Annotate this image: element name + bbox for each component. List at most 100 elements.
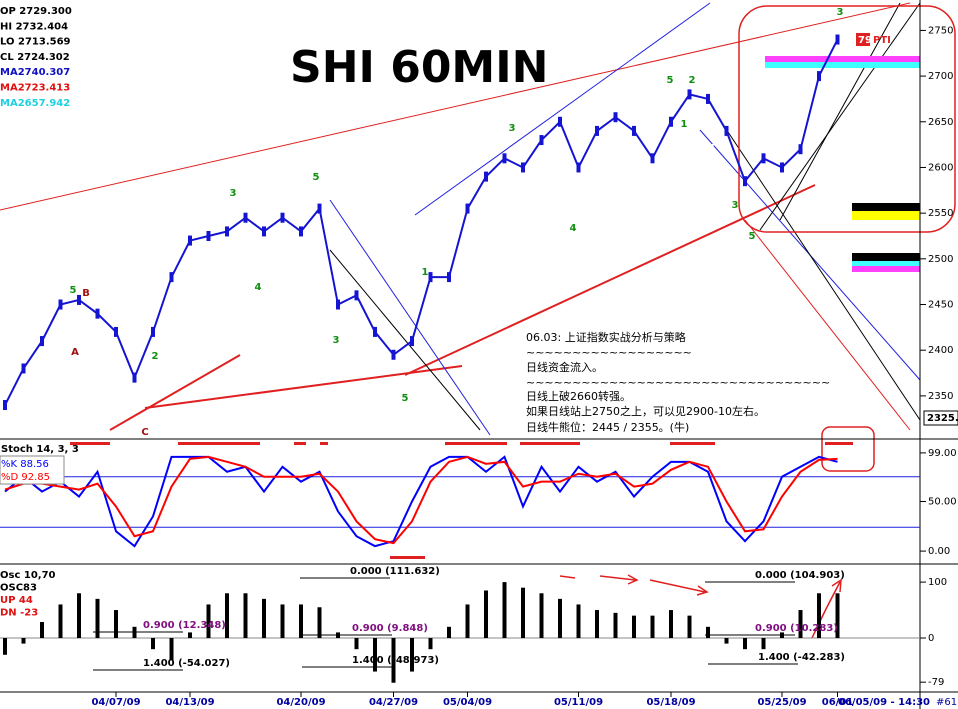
wave-label: 5: [749, 231, 756, 242]
price-point: [21, 363, 26, 374]
osc-bar: [761, 638, 766, 650]
price-point: [373, 326, 377, 337]
osc-bar: [188, 632, 192, 639]
y-tick-label: 2400: [928, 345, 953, 356]
price-point: [521, 162, 525, 173]
osc-bar: [669, 610, 673, 639]
price-point: [225, 226, 229, 237]
osc-bar: [724, 638, 729, 644]
y-tick-label: 2750: [928, 25, 953, 36]
signal-bar: [825, 442, 853, 445]
price-point: [317, 203, 322, 214]
x-tick-label: 05/25/09: [757, 697, 806, 708]
signal-bar: [178, 442, 260, 445]
x-tick-label: 04/20/09: [276, 697, 325, 708]
price-point: [3, 400, 7, 411]
price-point: [558, 116, 562, 127]
osc-bar: [484, 590, 488, 639]
tag-text: PTI: [873, 35, 891, 46]
note-line: 日线牛熊位：2445 / 2355。(牛): [526, 420, 689, 434]
osc-bar: [280, 604, 285, 639]
wave-label: 1: [422, 267, 429, 278]
price-point: [576, 162, 581, 173]
price-point: [95, 308, 100, 319]
x-tick-label: 04/27/09: [369, 697, 418, 708]
price-point: [650, 153, 655, 164]
footer-id: #61: [936, 697, 957, 708]
y-tick-label: 0: [928, 633, 934, 644]
trendline: [744, 219, 911, 431]
wave-label: 3: [230, 188, 237, 199]
x-tick-label: 05/04/09: [443, 697, 492, 708]
osc-bar: [262, 598, 266, 639]
zone-bar: [852, 253, 920, 261]
osc-bar: [317, 607, 322, 639]
price-point: [77, 294, 81, 305]
x-tick-label: 05/18/09: [646, 697, 695, 708]
price-line: [4, 39, 839, 406]
tag: 79: [858, 35, 872, 46]
zone-bar: [852, 211, 920, 220]
fib-label: 1.400 (-48.973): [352, 655, 439, 666]
price-point: [299, 226, 303, 237]
y-tick-label: 2500: [928, 254, 953, 265]
osc-bar: [114, 610, 118, 639]
trendline: [109, 354, 241, 431]
signal-bars: [70, 442, 853, 559]
chart-title: SHI 60MIN: [290, 42, 548, 93]
osc-bar: [539, 593, 544, 639]
osc-bar: [521, 587, 525, 639]
wave-label: 1: [681, 119, 688, 130]
price-point: [243, 212, 248, 223]
fib-label: 0.900 (9.848): [352, 623, 428, 634]
price-point: [780, 162, 784, 173]
osc-bar: [743, 638, 747, 650]
price-point: [613, 112, 618, 123]
price-point: [336, 299, 340, 310]
legend-box: [0, 568, 46, 622]
price-point: [539, 135, 544, 146]
osc-bar: [169, 638, 174, 661]
price-point: [40, 336, 44, 347]
osc-bar: [798, 610, 803, 639]
price-point: [391, 349, 396, 360]
price-point: [188, 235, 192, 246]
trendline: [759, 2, 921, 231]
osc-bar: [632, 615, 636, 639]
legend-entry: DN -23: [0, 608, 38, 619]
price-point: [687, 89, 692, 100]
y-tick-label: 2650: [928, 117, 953, 128]
price-point: [502, 153, 507, 164]
osc-bar: [58, 604, 63, 639]
trendline: [329, 199, 491, 436]
panel-title: Stoch 14, 3, 3: [1, 444, 79, 455]
trendline: [329, 249, 481, 431]
y-tick-label: 2350: [928, 391, 953, 402]
x-tick-label: 04/07/09: [91, 697, 140, 708]
osc-bar: [576, 604, 581, 639]
osc-bar: [595, 610, 599, 639]
note-line: ~~~~~~~~~~~~~~~~~~: [526, 346, 692, 359]
wave-label: B: [82, 288, 90, 299]
zone-bar: [852, 203, 920, 211]
y-tick-label: -79: [928, 677, 944, 688]
price-point: [595, 125, 599, 136]
price-point: [410, 336, 414, 347]
tag-box: [856, 33, 870, 46]
wave-label: 5: [402, 393, 409, 404]
osc-bar: [687, 615, 692, 639]
price-point: [206, 230, 211, 241]
price-point: [151, 326, 155, 337]
osc-bar: [77, 593, 81, 639]
highlight-box: [821, 426, 875, 472]
note-line: ~~~~~~~~~~~~~~~~~~~~~~~~~~~~~~~~~: [526, 376, 830, 389]
price-point: [132, 372, 137, 383]
price-point: [114, 326, 118, 337]
arrow: [559, 574, 709, 596]
wave-label: C: [141, 427, 148, 438]
osc-bar: [613, 612, 618, 639]
note-line: 06.03: 上证指数实战分析与策略: [526, 330, 686, 344]
series-line: [4, 455, 838, 545]
price-point: [743, 176, 747, 187]
